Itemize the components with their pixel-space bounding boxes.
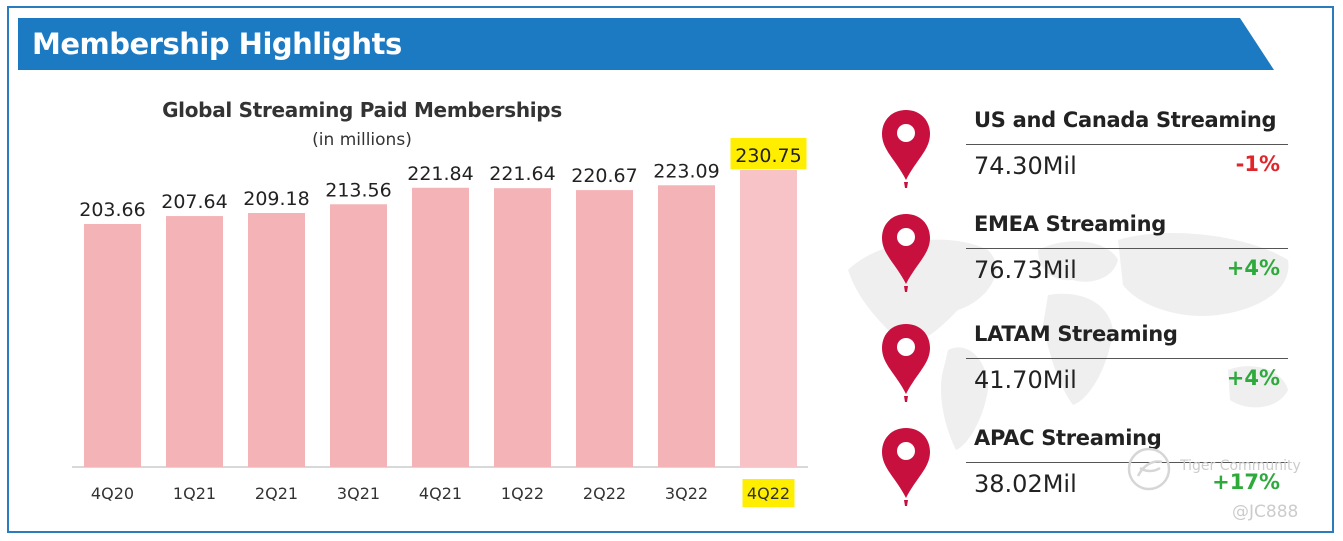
- region-change: +4%: [1226, 366, 1280, 390]
- tick-label-2q21: 2Q21: [255, 484, 298, 503]
- tick-label-3q22: 3Q22: [665, 484, 708, 503]
- watermark-handle: @JC888: [1232, 502, 1299, 522]
- region-divider: [966, 248, 1288, 249]
- region-name: LATAM Streaming: [974, 322, 1178, 346]
- region-divider: [966, 462, 1288, 463]
- map-pin-icon: [882, 324, 930, 402]
- chart-title: Global Streaming Paid Memberships: [162, 98, 562, 122]
- region-name: APAC Streaming: [974, 426, 1162, 450]
- tick-label-4q22: 4Q22: [747, 484, 790, 503]
- bar-3q22: [658, 185, 715, 467]
- world-map-icon: [848, 232, 1289, 450]
- region-4: APAC Streaming 38.02Mil +17%: [880, 426, 1300, 526]
- bar-4q22: [740, 170, 797, 467]
- tick-highlight-4q22: [742, 479, 795, 507]
- region-name: US and Canada Streaming: [974, 108, 1277, 132]
- banner-background: [18, 18, 1274, 70]
- region-value: 76.73Mil: [974, 256, 1077, 284]
- region-value: 41.70Mil: [974, 366, 1077, 394]
- bar-2q21: [248, 212, 305, 467]
- tiger-logo-icon: [1127, 447, 1171, 491]
- region-change: +4%: [1226, 256, 1280, 280]
- bar-2q22: [576, 190, 633, 467]
- bar-1q22: [494, 188, 551, 467]
- tick-label-1q22: 1Q22: [501, 484, 544, 503]
- bar-4q21: [412, 187, 469, 467]
- bar-3q21: [330, 204, 387, 467]
- region-value: 74.30Mil: [974, 152, 1077, 180]
- region-change: -1%: [1235, 152, 1280, 176]
- tick-label-3q21: 3Q21: [337, 484, 380, 503]
- map-pin-icon: [882, 110, 930, 188]
- value-highlight-4q22: [730, 138, 807, 169]
- tick-label-4q20: 4Q20: [91, 484, 134, 503]
- value-label-2q21: 209.18: [243, 188, 309, 210]
- region-value: 38.02Mil: [974, 470, 1077, 498]
- value-label-4q22: 230.75: [735, 145, 801, 167]
- value-label-4q20: 203.66: [79, 199, 145, 221]
- value-label-3q22: 223.09: [653, 160, 719, 182]
- value-label-2q22: 220.67: [571, 165, 637, 187]
- value-label-1q22: 221.64: [489, 163, 555, 185]
- banner-title: Membership Highlights: [32, 27, 402, 61]
- value-label-1q21: 207.64: [161, 191, 227, 213]
- watermark-community: Tiger Community: [1180, 458, 1301, 474]
- region-divider: [966, 144, 1288, 145]
- tick-label-4q21: 4Q21: [419, 484, 462, 503]
- region-3: LATAM Streaming 41.70Mil +4%: [880, 322, 1300, 422]
- map-pin-icon: [882, 428, 930, 506]
- value-label-4q21: 221.84: [407, 163, 473, 185]
- tick-label-1q21: 1Q21: [173, 484, 216, 503]
- value-label-3q21: 213.56: [325, 179, 391, 201]
- region-1: US and Canada Streaming 74.30Mil -1%: [880, 108, 1300, 208]
- region-change: +17%: [1212, 470, 1280, 494]
- bar-4q20: [84, 224, 141, 467]
- bar-chart: 203.66 4Q20 207.64 1Q21 209.18 2Q21 213.56 3Q21…: [72, 138, 808, 507]
- map-pin-icon: [882, 214, 930, 292]
- bar-1q21: [166, 216, 223, 467]
- chart-subtitle: (in millions): [312, 130, 412, 150]
- region-divider: [966, 358, 1288, 359]
- tick-label-2q22: 2Q22: [583, 484, 626, 503]
- region-name: EMEA Streaming: [974, 212, 1166, 236]
- region-2: EMEA Streaming 76.73Mil +4%: [880, 212, 1300, 312]
- banner: Membership Highlights: [18, 18, 1274, 70]
